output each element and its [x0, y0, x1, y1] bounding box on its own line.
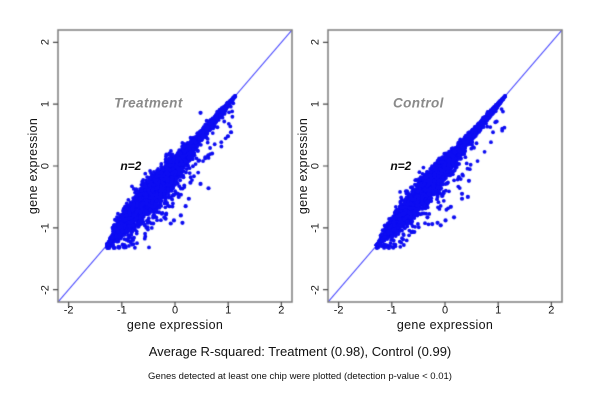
x-tick-label: 2 — [278, 304, 285, 317]
y-tick-label: 0 — [309, 162, 322, 170]
x-tick-label: -2 — [63, 304, 74, 317]
y-tick-label: -2 — [309, 284, 322, 295]
x-axis-label: gene expression — [126, 317, 224, 332]
y-tick-label: 2 — [39, 39, 52, 46]
y-tick-label: 1 — [309, 101, 322, 108]
n-annotation: n=2 — [120, 159, 142, 173]
y-tick-label: 0 — [39, 162, 52, 170]
x-tick-label: 0 — [441, 304, 449, 317]
x-tick-label: 0 — [171, 304, 179, 317]
x-tick-label: -1 — [386, 304, 397, 317]
x-tick-label: 1 — [495, 304, 502, 317]
y-tick-label: 2 — [309, 39, 322, 46]
n-annotation: n=2 — [390, 159, 412, 173]
y-tick-label: 1 — [39, 101, 52, 108]
y-axis-label: gene expression — [25, 117, 40, 215]
y-tick-label: -1 — [309, 222, 322, 233]
x-tick-label: -2 — [333, 304, 344, 317]
panel-title: Control — [393, 95, 444, 111]
caption-note: Genes detected at least one chip were pl… — [148, 371, 452, 382]
y-axis-label: gene expression — [295, 117, 310, 215]
y-tick-label: -2 — [39, 284, 52, 295]
x-tick-label: 2 — [548, 304, 555, 317]
x-tick-label: 1 — [225, 304, 232, 317]
panel-title: Treatment — [114, 95, 183, 111]
x-tick-label: -1 — [116, 304, 127, 317]
y-tick-label: -1 — [39, 222, 52, 233]
caption-r-squared: Average R-squared: Treatment (0.98), Con… — [148, 344, 452, 359]
x-axis-label: gene expression — [396, 317, 494, 332]
